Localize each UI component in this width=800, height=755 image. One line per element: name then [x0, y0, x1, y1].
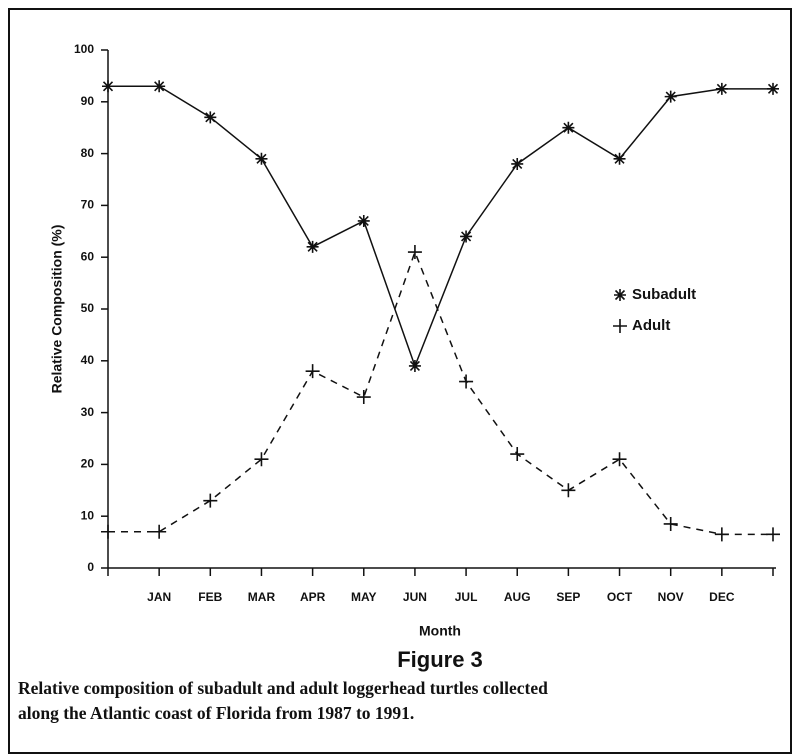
y-axis-title: Relative Composition (%)	[49, 225, 65, 394]
x-axis-title: Month	[419, 623, 461, 639]
x-tick-label: JAN	[147, 590, 171, 604]
legend-marker	[613, 319, 627, 333]
marker	[613, 152, 626, 165]
marker	[511, 157, 524, 170]
figure-label: Figure 3	[397, 647, 483, 672]
y-tick-label: 20	[81, 457, 95, 471]
caption-line: along the Atlantic coast of Florida from…	[18, 703, 414, 723]
x-tick-label: AUG	[504, 590, 531, 604]
marker	[562, 121, 575, 134]
marker	[356, 390, 371, 405]
y-tick-label: 70	[81, 198, 95, 212]
marker	[459, 374, 474, 389]
marker	[561, 483, 576, 498]
marker	[663, 516, 678, 531]
x-tick-label: APR	[300, 590, 326, 604]
marker	[203, 493, 218, 508]
marker	[204, 111, 217, 124]
marker	[766, 527, 780, 542]
marker	[255, 152, 268, 165]
x-tick-label: MAR	[248, 590, 276, 604]
marker	[460, 230, 473, 243]
legend-label: Subadult	[632, 286, 696, 303]
x-tick-label: NOV	[658, 590, 684, 604]
x-tick-label: FEB	[198, 590, 222, 604]
marker	[305, 364, 320, 379]
marker	[714, 527, 729, 542]
marker	[357, 214, 370, 227]
marker	[407, 245, 422, 260]
x-tick-label: JUN	[403, 590, 427, 604]
series-line	[108, 85, 773, 369]
x-tick-label: JUL	[455, 590, 478, 604]
x-tick-label: MAY	[351, 590, 377, 604]
y-tick-label: 30	[81, 405, 95, 419]
marker	[152, 524, 167, 539]
y-tick-label: 90	[81, 94, 95, 108]
marker	[153, 80, 166, 93]
legend-marker	[614, 289, 626, 301]
marker	[715, 82, 728, 95]
y-tick-label: 100	[74, 42, 94, 56]
y-tick-label: 10	[81, 508, 95, 522]
marker	[306, 240, 319, 253]
marker	[254, 452, 269, 467]
x-tick-label: OCT	[607, 590, 633, 604]
series-line	[108, 249, 773, 536]
frame	[8, 8, 792, 754]
y-tick-label: 50	[81, 301, 95, 315]
y-tick-label: 0	[87, 560, 94, 574]
marker	[664, 90, 677, 103]
legend-label: Adult	[632, 317, 670, 334]
y-tick-label: 60	[81, 249, 95, 263]
x-tick-label: SEP	[556, 590, 580, 604]
caption-line: Relative composition of subadult and adu…	[18, 678, 548, 698]
marker	[101, 524, 115, 539]
marker	[612, 452, 627, 467]
x-tick-label: DEC	[709, 590, 735, 604]
marker	[767, 82, 779, 95]
marker	[102, 80, 114, 93]
y-tick-label: 80	[81, 146, 95, 160]
y-tick-label: 40	[81, 353, 95, 367]
marker	[510, 447, 525, 462]
marker	[408, 359, 421, 372]
